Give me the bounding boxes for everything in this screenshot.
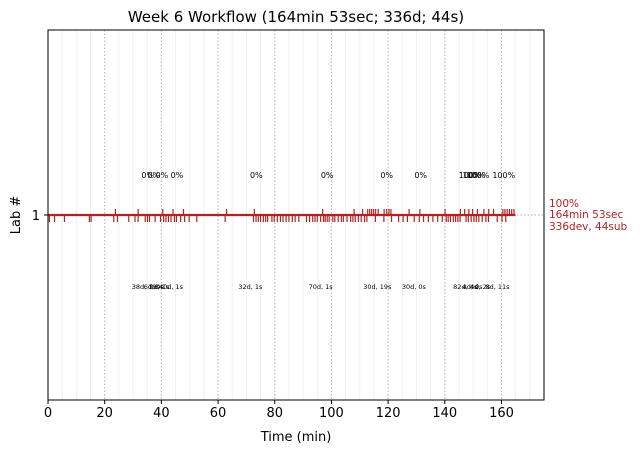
x-tick-label: 40	[153, 406, 170, 421]
annotation-bottom: 32d, 1s	[238, 283, 263, 291]
x-tick-label: 120	[376, 406, 401, 421]
annotation-bottom: 30d, 19s	[363, 283, 392, 291]
annotation-bottom: 70d, 1s	[309, 283, 334, 291]
annotation-bottom: 4d, 0s	[463, 283, 484, 291]
annotation-bottom: 8d, 11s	[485, 283, 510, 291]
y-axis-label: Lab #	[9, 196, 24, 235]
x-tick-label: 80	[266, 406, 283, 421]
annotation-bottom: 40d, 1s	[159, 283, 184, 291]
annotation-top: 0%	[414, 171, 427, 180]
annotations: 0%0%0% 0% 0% 0% 0% 0% 100%100%100% 100%38d, 19s…	[132, 171, 516, 291]
annotation-top: 100%	[459, 171, 482, 180]
annotation-bottom: 82d, 4s	[453, 283, 478, 291]
x-axis-label: Time (min)	[260, 430, 332, 445]
x-tick-label: 20	[96, 406, 113, 421]
x-tick-label: 140	[432, 406, 457, 421]
annotation-top: 0%	[156, 171, 169, 180]
x-tick-label: 100	[319, 406, 344, 421]
annotation-bottom: 30d, 0s	[402, 283, 427, 291]
right-label-line-3: 336dev, 44sub	[549, 221, 628, 233]
annotation-top: 0%	[250, 171, 263, 180]
annotation-bottom: 4d, 2s	[470, 283, 491, 291]
right-summary-label: 100% 164min 53sec 336dev, 44sub	[549, 198, 628, 233]
annotation-bottom: 6d, 0s	[144, 283, 165, 291]
annotation-top: 0%	[147, 171, 160, 180]
annotation-top: 0%	[380, 171, 393, 180]
annotation-top: 0%	[321, 171, 334, 180]
annotation-top: 100%	[492, 171, 515, 180]
annotation-top: 0%	[171, 171, 184, 180]
annotation-top: 100%	[467, 171, 490, 180]
y-tick-label: 1	[32, 209, 40, 224]
annotation-bottom: 38d, 19s	[132, 283, 161, 291]
x-tick-label: 160	[489, 406, 514, 421]
x-tick-label: 0	[44, 406, 52, 421]
axis-layer: 0 20 40 60 80 100 120 140 160 1	[32, 209, 514, 421]
right-label-line-1: 100%	[549, 198, 579, 210]
annotation-top: 0%	[141, 171, 154, 180]
right-label-line-2: 164min 53sec	[549, 209, 623, 221]
annotation-bottom: 8d, 1s	[149, 283, 170, 291]
chart-title: Week 6 Workflow (164min 53sec; 336d; 44s…	[128, 8, 464, 26]
annotation-top: 100%	[463, 171, 486, 180]
x-tick-label: 60	[210, 406, 227, 421]
